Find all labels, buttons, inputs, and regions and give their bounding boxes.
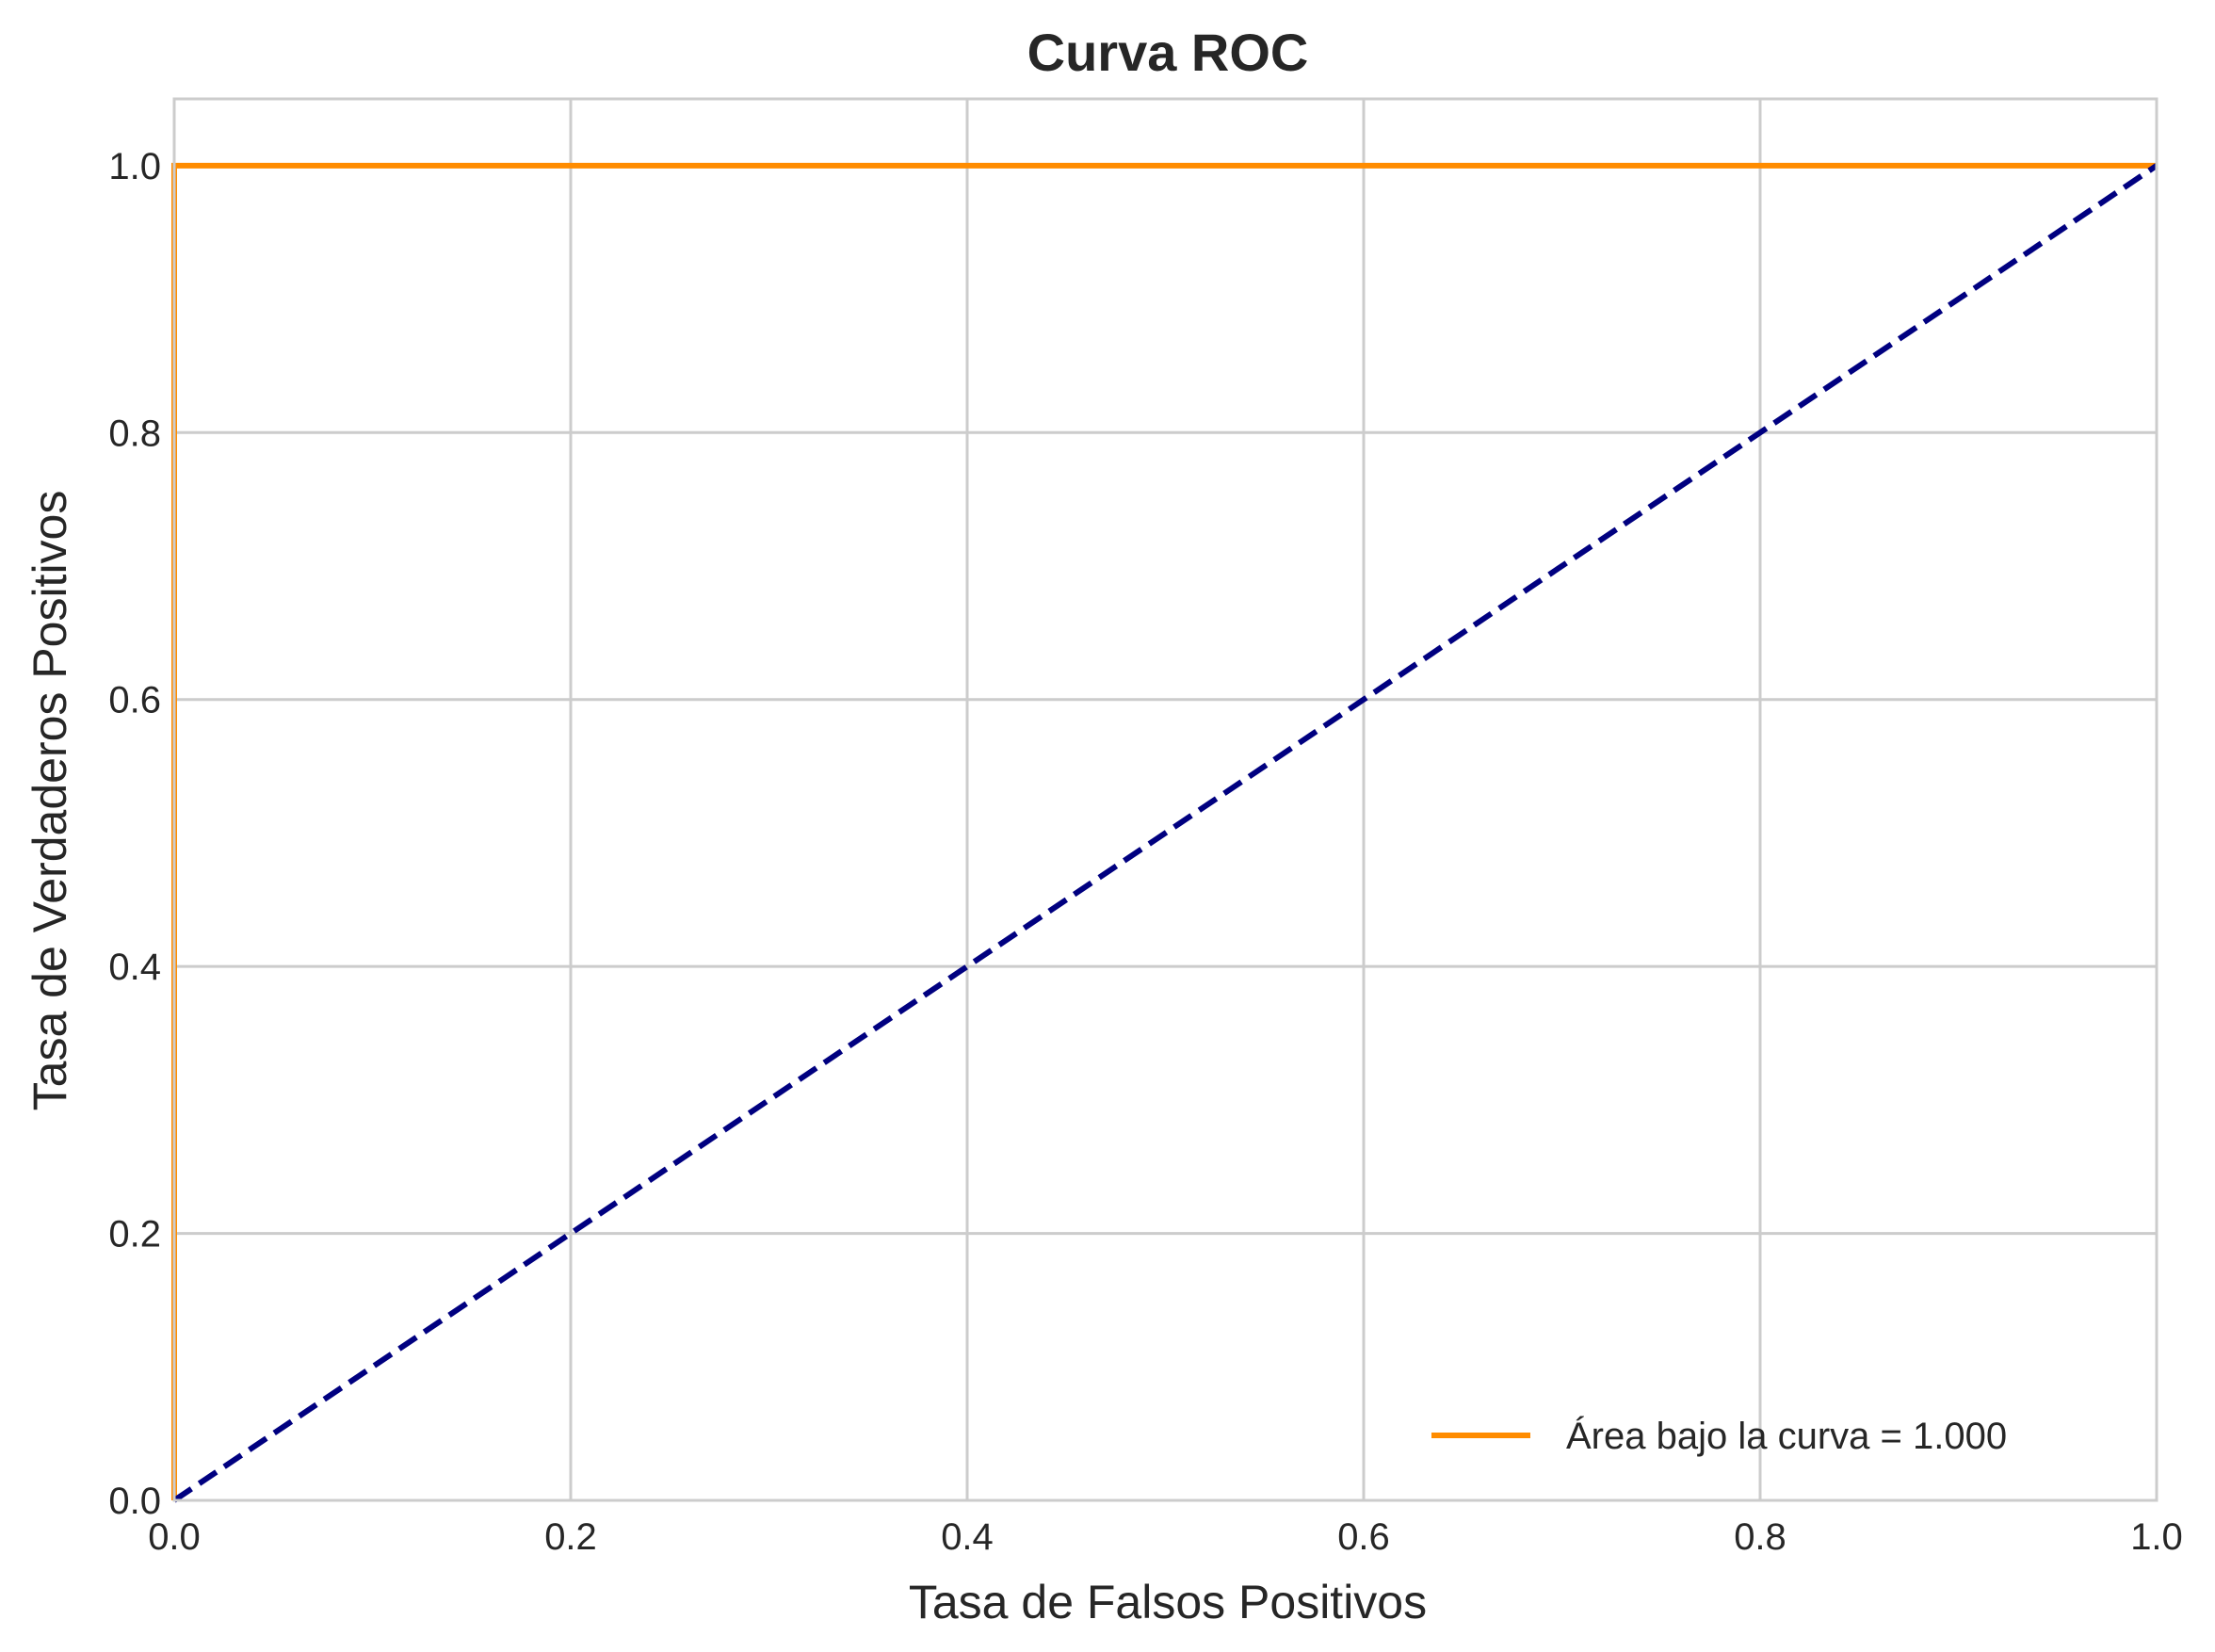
legend-label: Área bajo la curva = 1.000 [1566,1415,2007,1457]
y-tick-label: 0.4 [108,947,161,988]
x-tick-label: 0.4 [941,1516,994,1558]
y-tick-label: 0.2 [108,1214,161,1255]
y-tick-label: 0.0 [108,1481,161,1522]
chart-title: Curva ROC [1027,23,1309,82]
x-tick-label: 0.8 [1734,1516,1787,1558]
x-tick-label: 0.2 [544,1516,597,1558]
x-axis-title: Tasa de Falsos Positivos [909,1576,1427,1628]
y-tick-label: 0.8 [108,413,161,454]
diagonal-reference-line [172,163,2158,1503]
legend: Área bajo la curva = 1.000 [1431,1415,2007,1457]
y-tick-labels: 0.0 0.2 0.4 0.6 0.8 1.0 [108,146,161,1522]
y-tick-label: 0.6 [108,680,161,721]
x-tick-label: 0.0 [148,1516,201,1558]
x-tick-label: 0.6 [1337,1516,1390,1558]
x-tick-label: 1.0 [2130,1516,2183,1558]
y-tick-label: 1.0 [108,146,161,187]
x-tick-labels: 0.0 0.2 0.4 0.6 0.8 1.0 [148,1516,2183,1558]
plot-frame [172,97,2158,1502]
y-axis-title: Tasa de Verdaderos Positivos [24,491,76,1111]
